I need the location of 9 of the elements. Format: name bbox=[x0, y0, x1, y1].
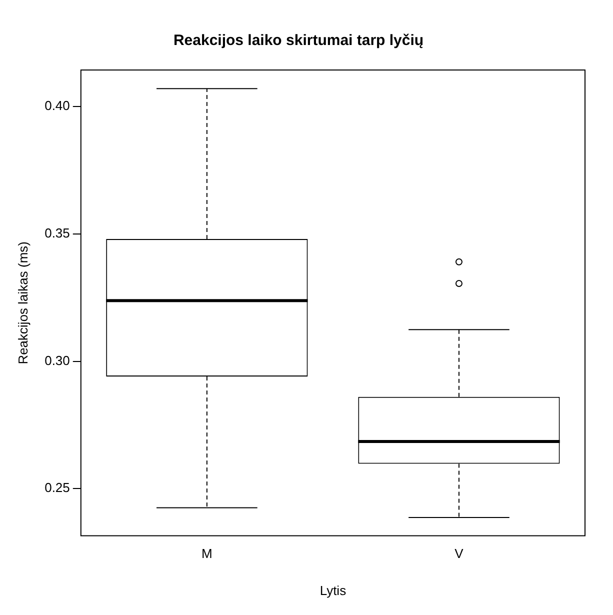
y-axis-title: Reakcijos laikas (ms) bbox=[15, 241, 30, 364]
chart-title: Reakcijos laiko skirtumai tarp lyčių bbox=[173, 32, 424, 50]
x-tick-label: V bbox=[454, 546, 464, 562]
y-tick-label: 0.30 bbox=[44, 352, 70, 368]
x-axis-title: Lytis bbox=[320, 582, 347, 598]
y-tick-label: 0.25 bbox=[44, 480, 70, 496]
x-tick-label: M bbox=[202, 546, 212, 562]
y-tick-label: 0.40 bbox=[44, 98, 70, 114]
y-tick-label: 0.35 bbox=[44, 225, 70, 240]
